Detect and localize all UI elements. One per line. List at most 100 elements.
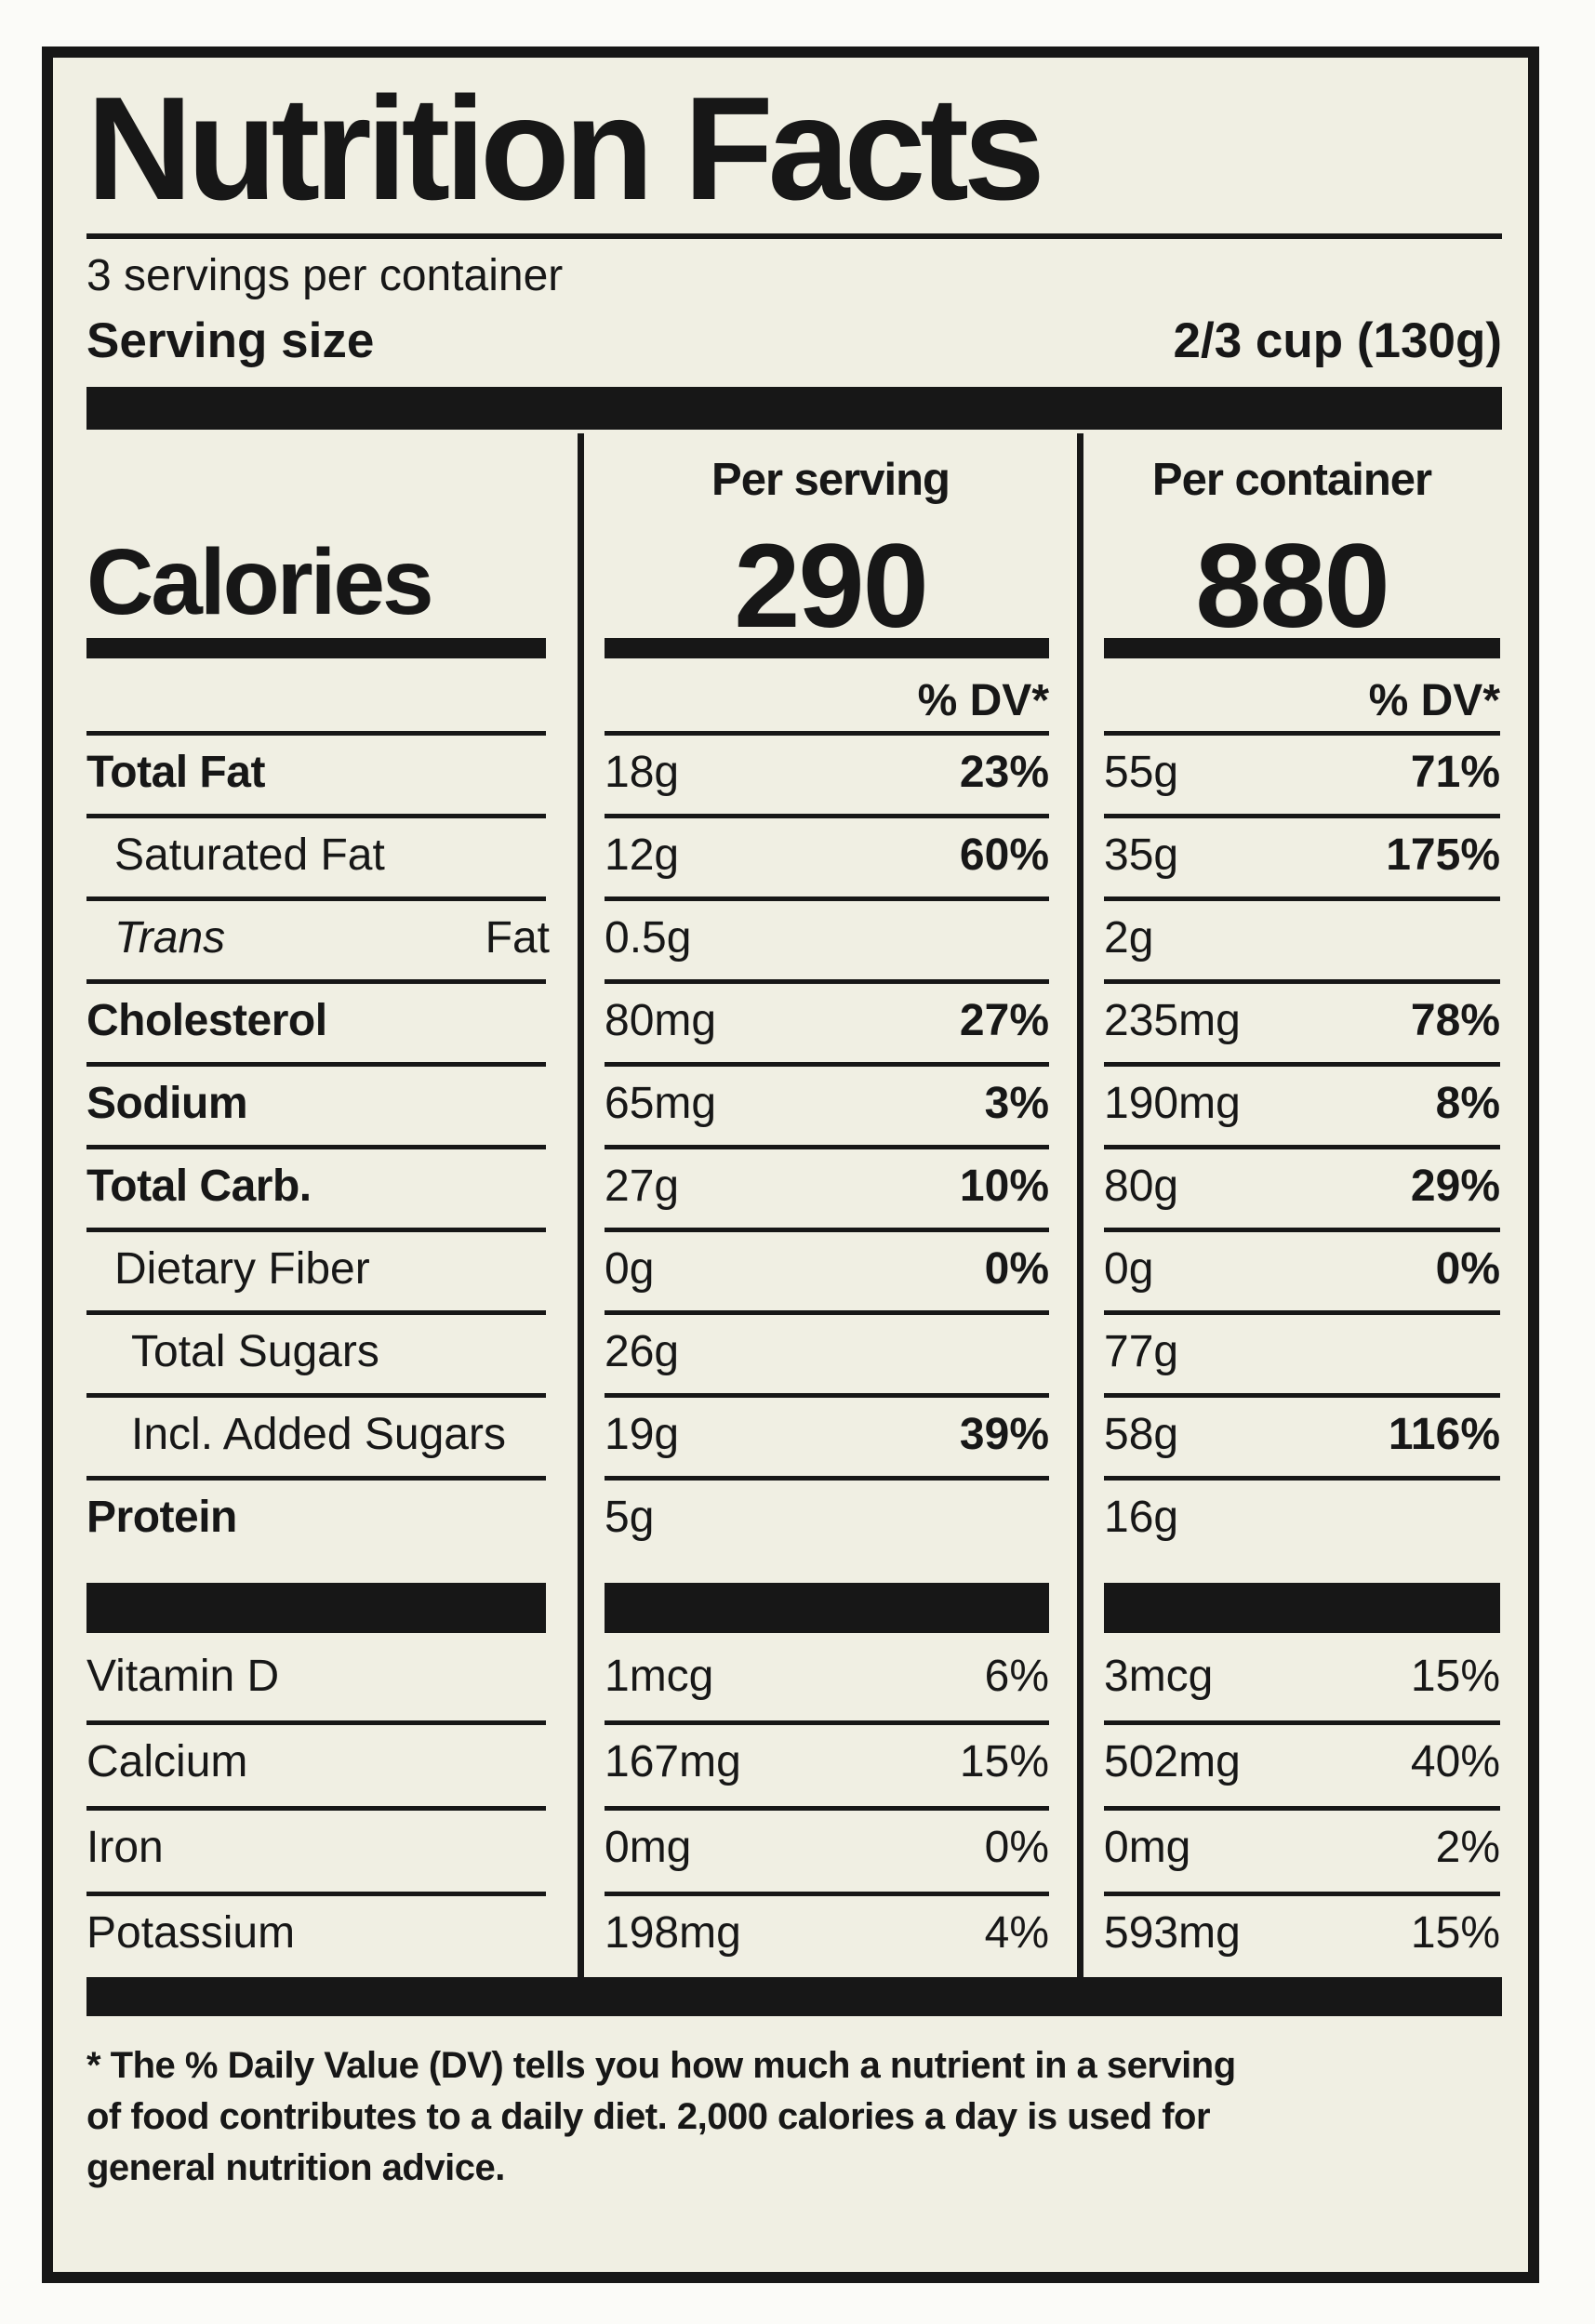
daily-value-percent: 0%: [1435, 1244, 1500, 1295]
nutrient-name: Cholesterol: [86, 984, 578, 1044]
per-container-cell: 0g 0%: [1077, 1228, 1500, 1311]
bottom-separator-bar: [86, 1977, 1502, 2017]
servings-per-container: 3 servings per container: [86, 250, 564, 300]
per-serving-cell: 80mg 27%: [578, 979, 1077, 1063]
daily-value-percent: 4%: [984, 1908, 1049, 1959]
vitamin-row: Vitamin D 1mcg 6% 3mcg 15%: [86, 1635, 1502, 1721]
amount-value: 18g: [605, 748, 680, 798]
amount-value: 2g: [1104, 913, 1154, 963]
row-rule: [86, 1062, 546, 1068]
daily-value-percent: 39%: [959, 1410, 1049, 1460]
nutrient-rows-group: Total Fat 18g 23% 55g 71% Saturated Fat 12g 60%…: [86, 731, 1502, 1560]
nutrient-name-cell: Iron: [86, 1806, 578, 1892]
row-rule: [1104, 1062, 1500, 1068]
nutrient-name-part: Total Sugars: [131, 1327, 379, 1377]
calories-label-cell: Calories: [86, 517, 578, 638]
row-rule: [605, 1145, 1049, 1150]
nutrient-row: Incl. Added Sugars 19g 39% 58g 116%: [86, 1393, 1502, 1477]
header-spacer-cell: [86, 433, 578, 517]
amount-value: 0mg: [605, 1823, 692, 1873]
calories-per-serving-cell: 290: [578, 517, 1077, 645]
per-serving-cell: 167mg 15%: [578, 1720, 1077, 1807]
row-rule: [605, 1720, 1049, 1726]
per-container-cell: 16g: [1077, 1476, 1500, 1560]
calories-per-container-cell: 880: [1077, 517, 1500, 645]
amount-value: 1mcg: [605, 1652, 714, 1702]
daily-value-percent: 15%: [1410, 1908, 1500, 1959]
row-rule: [605, 814, 1049, 819]
row-rule: [605, 1310, 1049, 1316]
nutrient-name-part: Fat: [485, 913, 550, 963]
row-rule: [605, 1393, 1049, 1399]
dv-header-cell-container: % DV*: [1077, 660, 1500, 732]
dv-spacer-cell: [86, 660, 578, 731]
daily-value-percent: 10%: [959, 1162, 1049, 1212]
per-serving-cell: 12g 60%: [578, 814, 1077, 897]
amount-value: 55g: [1104, 748, 1179, 798]
row-rule: [86, 1145, 546, 1150]
daily-value-percent: 175%: [1386, 830, 1500, 881]
bar-segment: [1104, 638, 1500, 659]
row-rule: [86, 1892, 546, 1897]
nutrient-name-cell: Vitamin D: [86, 1635, 578, 1720]
row-rule: [1104, 731, 1500, 737]
vitamin-row: Iron 0mg 0% 0mg 2%: [86, 1806, 1502, 1892]
nutrient-name: Iron: [86, 1811, 578, 1871]
daily-value-percent: 116%: [1388, 1410, 1500, 1460]
nutrient-row: Total Sugars 26g 77g: [86, 1310, 1502, 1394]
amount-dv-group: 0g 0%: [584, 1232, 1077, 1293]
row-rule: [1104, 979, 1500, 985]
per-serving-cell: 26g: [578, 1310, 1077, 1394]
per-container-cell: 55g 71%: [1077, 731, 1500, 815]
amount-dv-group: 18g 23%: [584, 736, 1077, 796]
daily-value-percent: 40%: [1410, 1737, 1500, 1787]
amount-dv-group: 502mg 40%: [1083, 1725, 1500, 1786]
nutrient-name: Incl. Added Sugars: [86, 1398, 578, 1458]
row-rule: [86, 896, 546, 902]
row-rule: [86, 1393, 546, 1399]
per-container-cell: 58g 116%: [1077, 1393, 1500, 1477]
amount-dv-group: 55g 71%: [1083, 736, 1500, 796]
dv-header-per-container: % DV*: [1368, 676, 1500, 726]
nutrient-name: Calcium: [86, 1725, 578, 1786]
nutrient-row: Total Carb. 27g 10% 80g 29%: [86, 1145, 1502, 1228]
row-rule: [1104, 1476, 1500, 1481]
nutrient-name-part: Trans: [114, 913, 226, 963]
nutrient-name: Trans Fat: [86, 901, 578, 962]
nutrient-name: Saturated Fat: [86, 818, 578, 879]
per-container-cell: 593mg 15%: [1077, 1892, 1500, 1978]
bar-segment-cell: [86, 638, 578, 660]
nutrient-name-part: Incl. Added Sugars: [131, 1410, 506, 1460]
nutrient-name-cell: Calcium: [86, 1720, 578, 1806]
per-container-cell: 77g: [1077, 1310, 1500, 1394]
amount-dv-group: 35g 175%: [1083, 818, 1500, 879]
nutrient-row: Sodium 65mg 3% 190mg 8%: [86, 1062, 1502, 1146]
amount-dv-group: 0mg 2%: [1083, 1811, 1500, 1871]
row-rule: [605, 1062, 1049, 1068]
nutrient-row: Dietary Fiber 0g 0% 0g 0%: [86, 1228, 1502, 1311]
row-rule: [605, 1228, 1049, 1233]
per-serving-cell: 27g 10%: [578, 1145, 1077, 1228]
amount-value: 198mg: [605, 1908, 741, 1959]
amount-dv-group: 167mg 15%: [584, 1725, 1077, 1786]
dv-header-cell-serving: % DV*: [578, 660, 1077, 732]
row-rule: [1104, 1145, 1500, 1150]
amount-value: 0.5g: [605, 913, 692, 963]
daily-value-percent: 6%: [984, 1652, 1049, 1702]
row-rule: [605, 1476, 1049, 1481]
nutrient-name-cell: Cholesterol: [86, 979, 578, 1062]
amount-dv-group: 80g 29%: [1083, 1149, 1500, 1210]
daily-value-percent: 8%: [1435, 1079, 1500, 1129]
amount-value: 26g: [605, 1327, 680, 1377]
nutrient-row: Cholesterol 80mg 27% 235mg 78%: [86, 979, 1502, 1063]
per-serving-cell: 0g 0%: [578, 1228, 1077, 1311]
row-rule: [605, 1806, 1049, 1812]
amount-dv-group: 0.5g: [584, 901, 1077, 962]
per-container-cell: 2g: [1077, 896, 1500, 980]
per-container-cell: 80g 29%: [1077, 1145, 1500, 1228]
nutrient-name: Vitamin D: [86, 1640, 578, 1700]
daily-value-footnote: * The % Daily Value (DV) tells you how m…: [86, 2045, 1236, 2188]
row-rule: [605, 1892, 1049, 1897]
row-rule: [86, 1476, 546, 1481]
nutrient-name-text: Potassium: [86, 1908, 296, 1959]
